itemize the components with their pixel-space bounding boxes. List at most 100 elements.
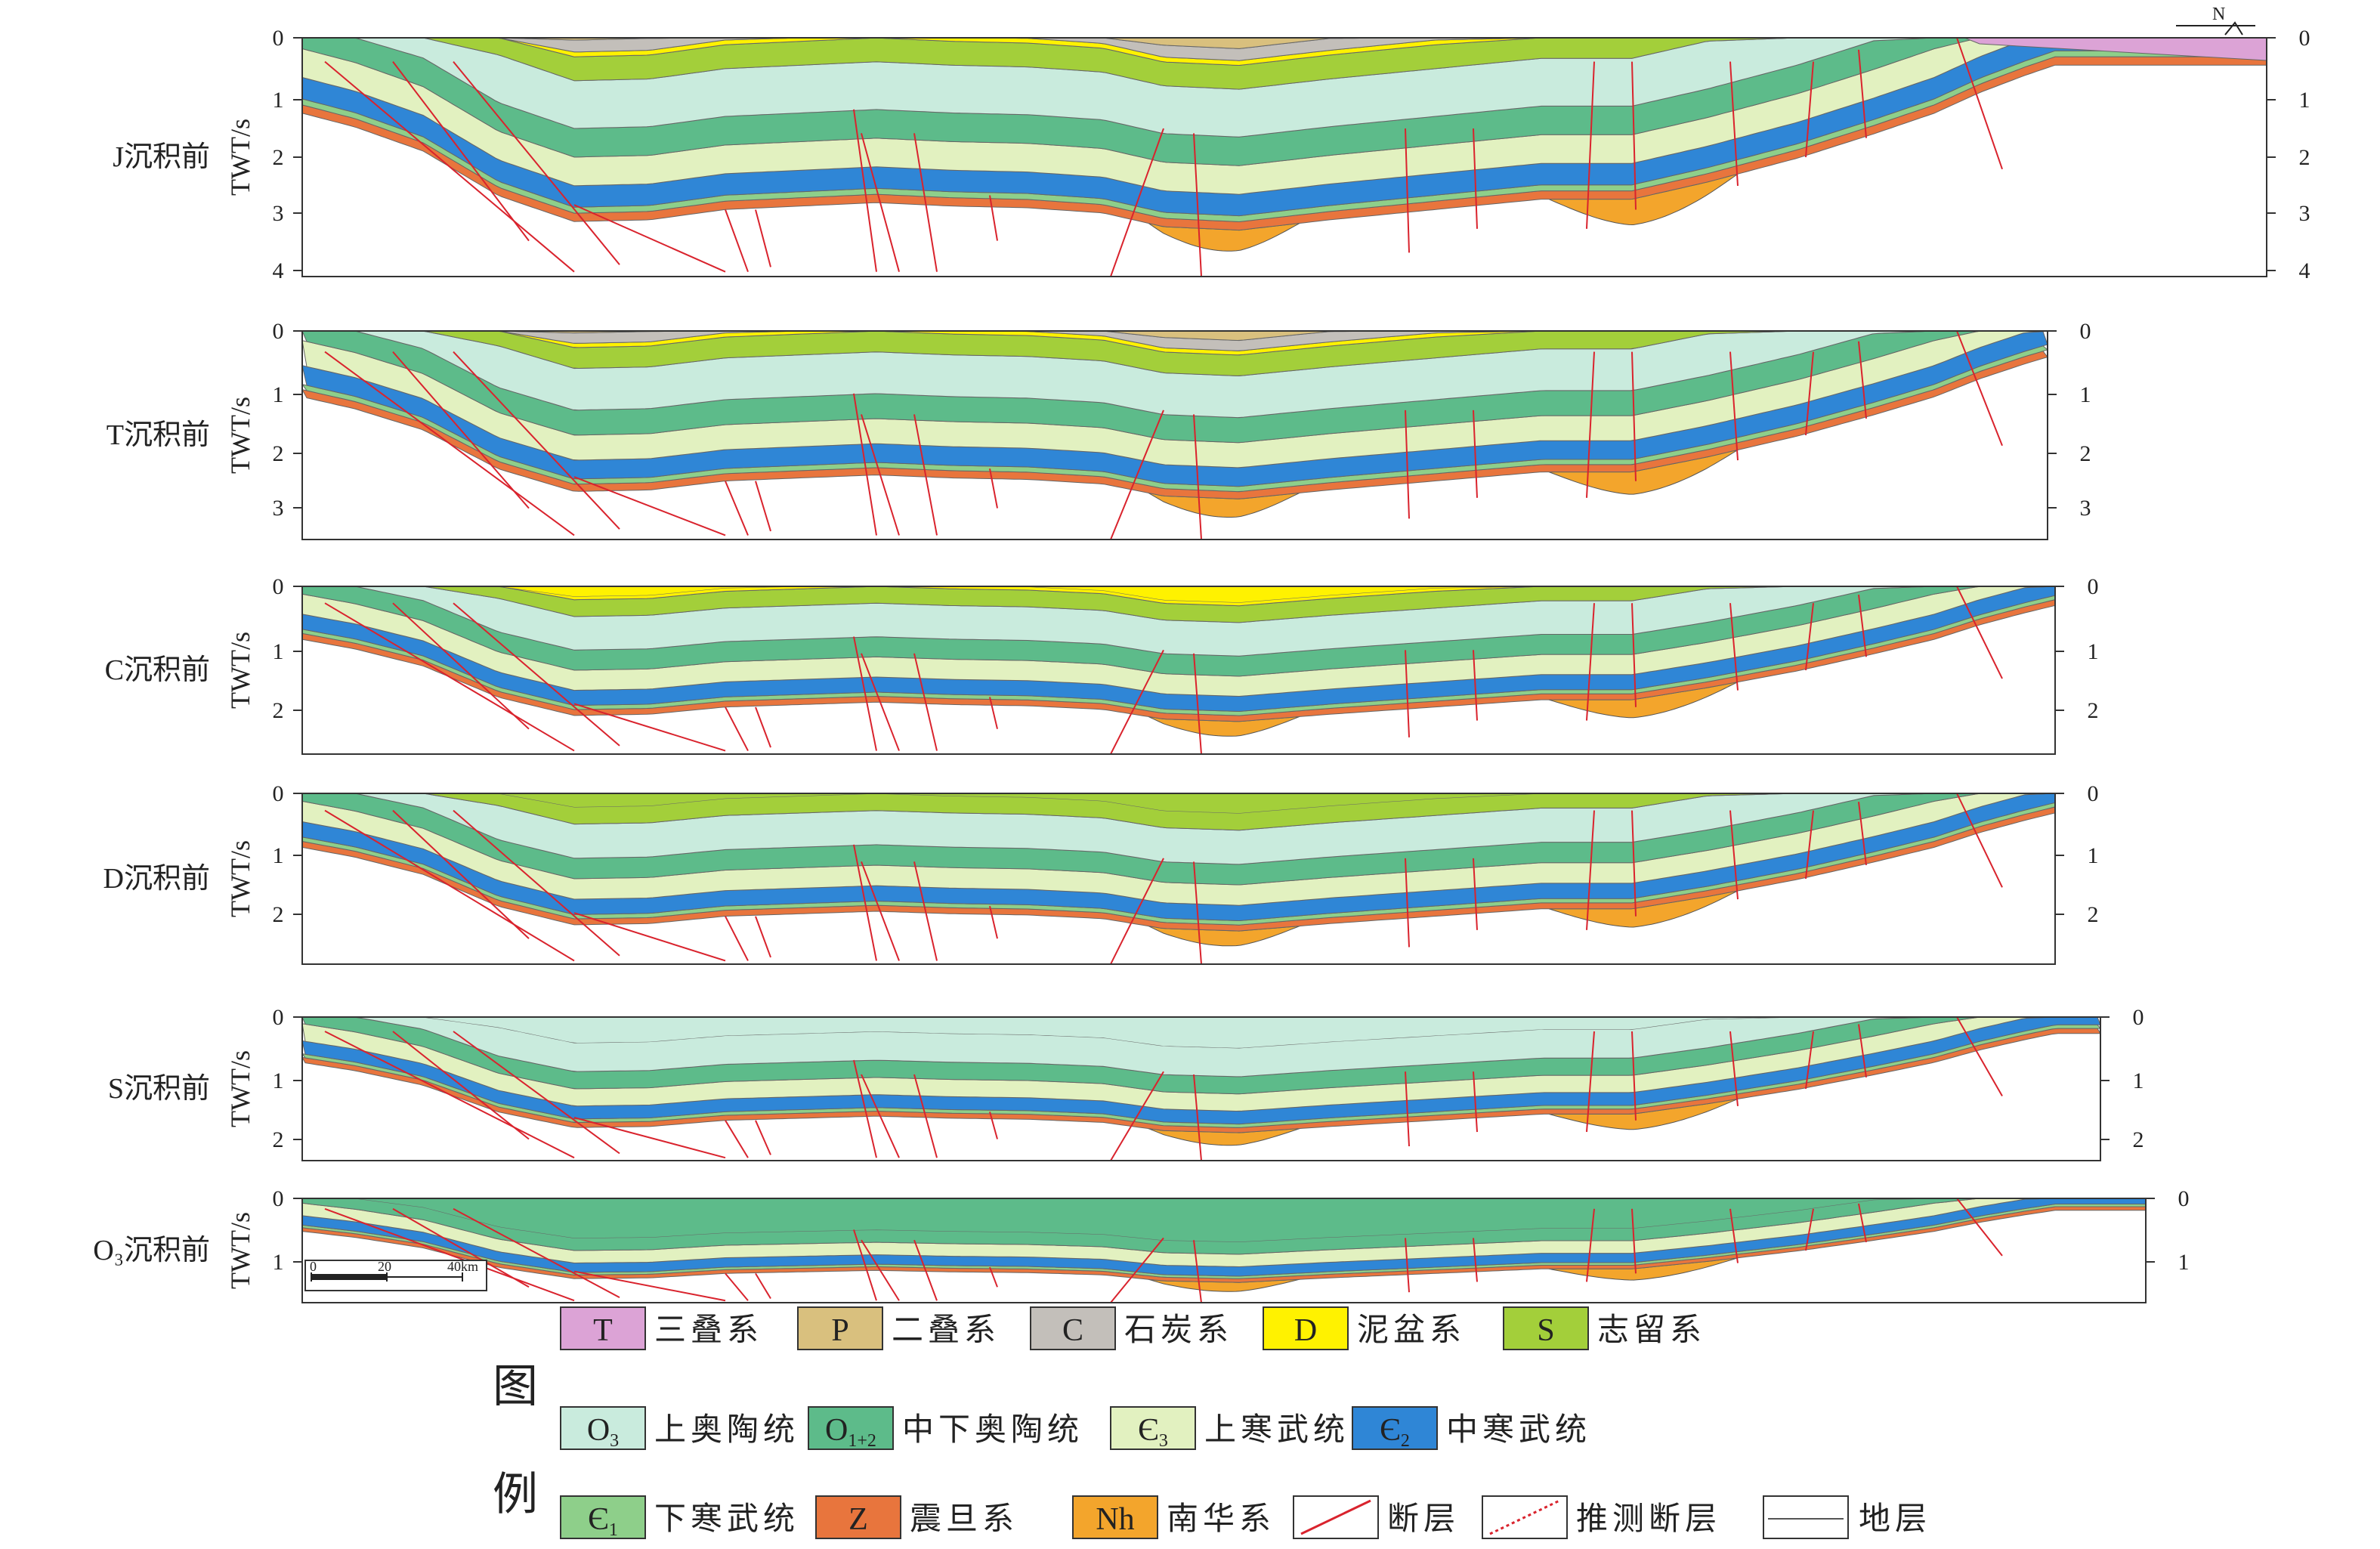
unit-S-top [302, 793, 2055, 814]
fault-line [392, 351, 530, 509]
fault-line [573, 1117, 726, 1159]
fault-line [1110, 1237, 1164, 1303]
fault-line [1473, 1238, 1478, 1282]
fault-line [453, 1031, 620, 1155]
panel-O3: 0 0 1 1 TWT/s O₃沉积前 [93, 1186, 2190, 1303]
fault-line [1193, 414, 1202, 540]
fault-line [861, 133, 900, 272]
legend-swatch [1072, 1495, 1158, 1539]
fault-line [1729, 1208, 1739, 1263]
legend-label: 中下奥陶统 [902, 1413, 1083, 1448]
fault-line [1586, 61, 1595, 229]
fault-line [453, 351, 620, 530]
unit-O3 [302, 1017, 2100, 1077]
axis-unit-label: TWT/s [225, 1050, 255, 1127]
fault-line [1405, 1238, 1410, 1293]
fault-line [1193, 653, 1202, 754]
legend-symbol-sub: 1+2 [848, 1431, 876, 1451]
fault-line [725, 481, 749, 536]
fault-line [392, 1031, 530, 1140]
fault-line [1956, 331, 2003, 447]
panel-frame [301, 1016, 2101, 1161]
fault-line [913, 861, 938, 961]
tick-label-left: 0 [273, 319, 284, 344]
unit-T-east [1964, 38, 2267, 61]
legend-item-E1: Є1 下寒武统 [560, 1495, 795, 1540]
tick-label-right: 3 [2299, 201, 2310, 226]
fault-line [324, 809, 575, 962]
panel-frame [301, 1198, 2147, 1303]
legend-item-D: D 泥盆系 [1263, 1306, 1461, 1350]
fault-line [1805, 1031, 1814, 1090]
tick-label-right: 4 [2299, 258, 2310, 283]
legend-item-inferred-fault: 推测断层 [1482, 1495, 1717, 1539]
fault-line [861, 414, 900, 536]
legend-symbol-sub: 3 [610, 1431, 619, 1451]
fault-line [913, 133, 938, 272]
legend-item-fault: 断层 [1293, 1495, 1455, 1539]
fault-line [1956, 793, 2003, 888]
tick-label-left: 1 [273, 1250, 284, 1275]
axis-unit-label: TWT/s [225, 397, 255, 474]
fault-line [1956, 586, 2003, 679]
tick-label-left: 2 [273, 1127, 284, 1152]
scale-tick-0: 0 [310, 1259, 317, 1274]
scale-tick-20: 20 [378, 1259, 391, 1274]
axis-unit-label: TWT/s [225, 632, 255, 709]
panel-title: C沉积前 [105, 654, 210, 686]
fault-line [1405, 858, 1410, 948]
fault-line [1729, 61, 1739, 186]
fault-line [725, 1120, 749, 1158]
legend-item-S: S 志留系 [1503, 1306, 1706, 1350]
fault-line [913, 1239, 938, 1301]
panel-J: 0 0 1 1 2 2 3 3 4 4 TWT/s J沉积前 [113, 26, 2310, 283]
fault-line [1405, 128, 1410, 253]
scale-bar: 0 20 40km [304, 1259, 487, 1291]
fault-line [853, 393, 877, 536]
tick-label-left: 2 [273, 145, 284, 170]
unit-O12-top [302, 1198, 2146, 1242]
fault-line [392, 809, 530, 939]
fault-line [1805, 603, 1814, 671]
tick-label-right: 1 [2080, 382, 2091, 407]
panel-title: J沉积前 [113, 141, 210, 173]
unit-P [302, 331, 2048, 342]
fault-line [861, 861, 900, 961]
fault-line [755, 209, 771, 267]
fault-line [1193, 133, 1202, 277]
fault-line [453, 1207, 620, 1298]
legend-item-stratum: 地层 [1763, 1495, 1927, 1539]
fault-line [725, 916, 749, 961]
unit-O3-top [302, 1017, 2100, 1048]
fault-line [1858, 49, 1867, 138]
tick-label-right: 3 [2080, 496, 2091, 521]
fault-line [1631, 810, 1637, 917]
fault-line [853, 636, 877, 751]
unit-C [302, 331, 2048, 351]
tick-label-left: 1 [273, 639, 284, 664]
cross-section-panels: 0 0 1 1 2 2 3 3 4 4 TWT/s J沉积前 0 0 1 1 2 2 3 3 TWT/s T沉积前 0 0 1 1… [93, 26, 2310, 1303]
fault-line [573, 703, 726, 752]
fault-line [573, 912, 726, 962]
fault-line [1405, 1071, 1410, 1147]
north-arrow-icon: N [2176, 5, 2255, 36]
legend-label: 上奥陶统 [654, 1413, 799, 1448]
fault-line [1193, 1240, 1202, 1303]
fault-line [1473, 858, 1478, 930]
legend-swatch [1352, 1406, 1438, 1450]
legend-item-Z: Z 震旦系 [815, 1495, 1014, 1539]
axis-unit-label: TWT/s [225, 840, 255, 917]
fault-line [1858, 594, 1867, 657]
fault-line [989, 1112, 998, 1139]
tick-label-left: 1 [273, 843, 284, 868]
tick-label-left: 3 [273, 496, 284, 521]
legend-item-Nh: Nh 南华系 [1072, 1495, 1271, 1539]
legend-label: 志留系 [1597, 1313, 1706, 1348]
fault-line [324, 1031, 575, 1159]
tick-label-right: 0 [2299, 26, 2310, 51]
legend-heading-2: 例 [493, 1470, 538, 1520]
fault-line [573, 204, 726, 273]
panel-title: D沉积前 [104, 863, 210, 895]
fault-line [1805, 61, 1814, 158]
fault-line [1858, 341, 1867, 419]
